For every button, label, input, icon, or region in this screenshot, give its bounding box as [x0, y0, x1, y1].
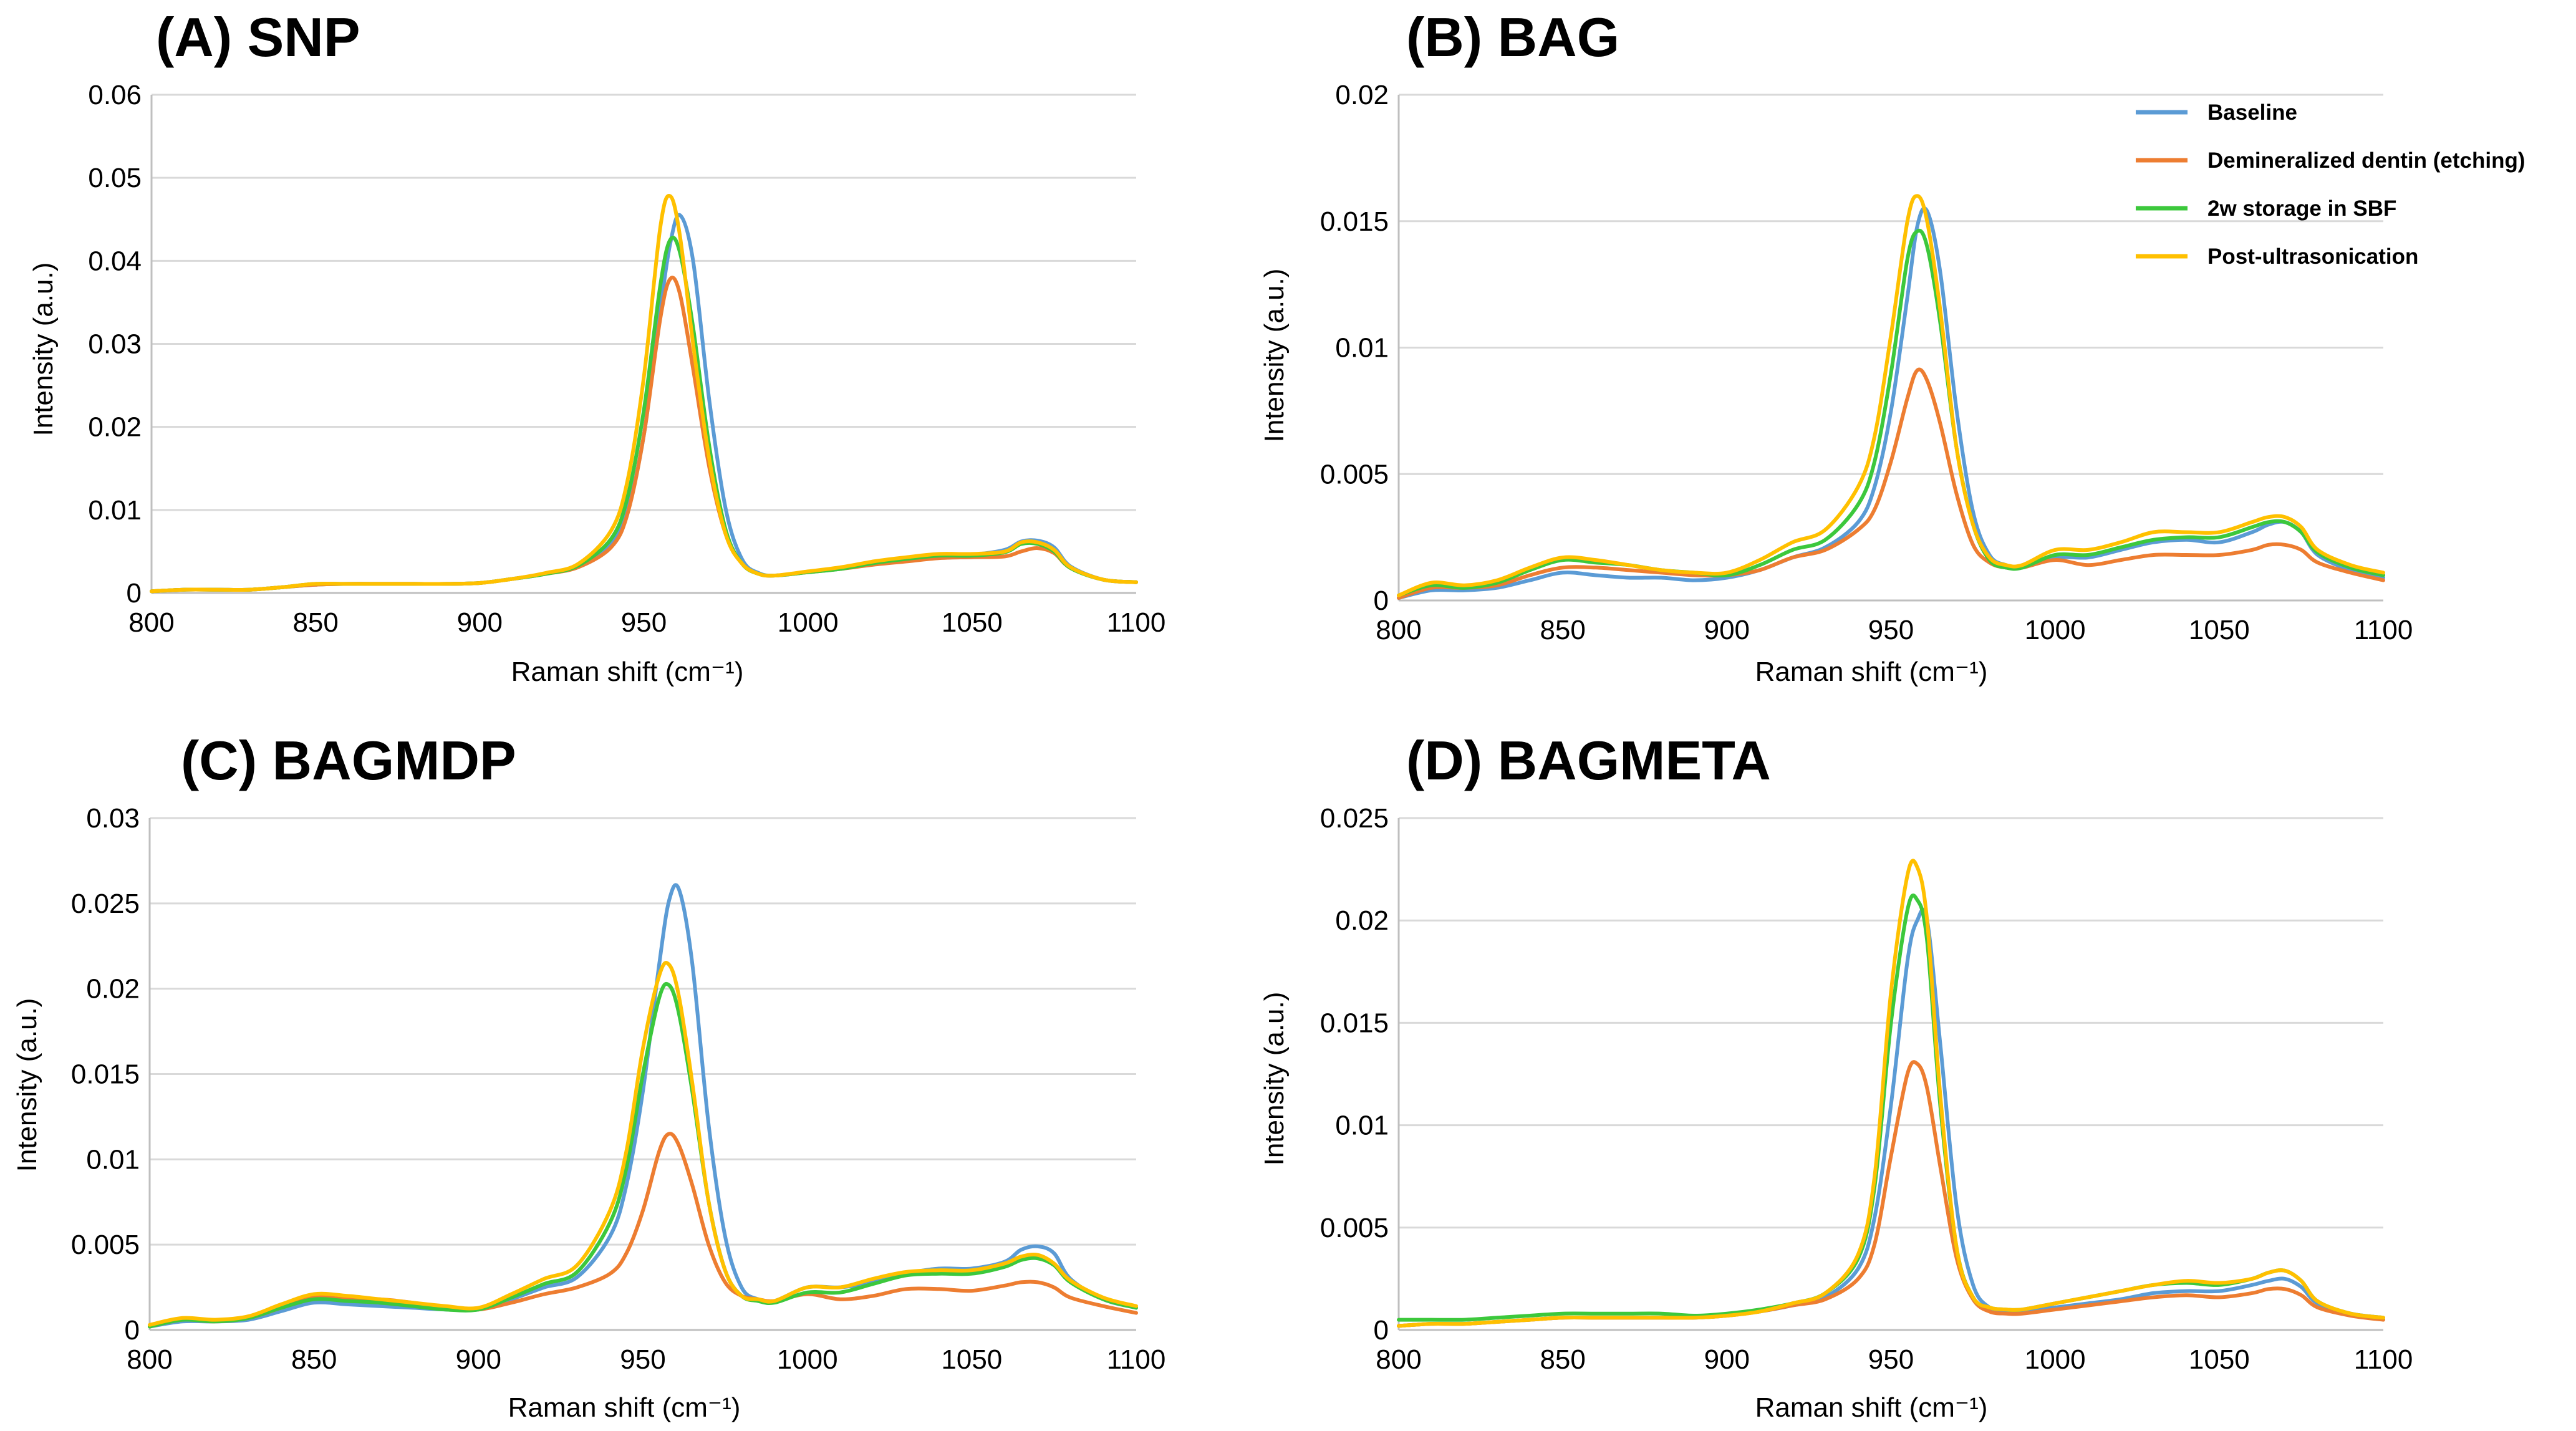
tick-labels: 0 0.005 0.01 0.015 0.02 800 850 900 950 1000 1050 1… — [1320, 80, 2413, 645]
legend: Baseline Demineralized dentin (etching) 2w… — [2136, 100, 2525, 269]
tick-labels: 0 0.005 0.01 0.015 0.02 0.025 800 850 900 950 1000… — [1320, 803, 2413, 1375]
x-tick-label: 1100 — [1107, 607, 1166, 638]
x-tick-label: 850 — [292, 607, 338, 638]
x-tick-label: 1000 — [778, 607, 839, 638]
tick-labels: 0 0.01 0.02 0.03 0.04 0.05 0.06 800 850 900 950 100… — [88, 80, 1165, 638]
y-tick-label: 0.01 — [1335, 1111, 1389, 1141]
chart-panel-bagmeta: (D) BAGMETA 0 0.005 0.01 0.015 0.02 0.025 800 8… — [1259, 730, 2413, 1423]
y-tick-label: 0.02 — [1335, 80, 1389, 110]
y-tick-label: 0.05 — [88, 163, 142, 193]
x-tick-label: 900 — [1704, 1344, 1750, 1375]
series-group — [1397, 859, 2385, 1328]
y-tick-label: 0.025 — [1320, 803, 1389, 834]
x-tick-label: 900 — [456, 1344, 501, 1375]
axes — [1397, 95, 2383, 602]
series-line-demineralized — [1397, 367, 2385, 600]
axes — [148, 818, 1136, 1331]
y-tick-label: 0.005 — [71, 1230, 140, 1260]
series-line-ultrasonication — [1397, 859, 2385, 1328]
y-tick-label: 0.02 — [88, 412, 142, 443]
x-tick-label: 950 — [1868, 1344, 1914, 1375]
x-tick-label: 850 — [1540, 615, 1585, 645]
x-axis-label: Raman shift (cm⁻¹) — [508, 1392, 741, 1423]
x-tick-label: 800 — [1376, 1344, 1421, 1375]
series-group — [1397, 194, 2385, 600]
series-line-ultrasonication — [148, 961, 1138, 1327]
x-axis-label: Raman shift (cm⁻¹) — [1755, 657, 1988, 687]
y-tick-label: 0 — [1374, 1315, 1389, 1346]
chart-panel-bag: (B) BAG 0 0.005 0.01 0.015 0.02 800 850 900 950 1… — [1259, 6, 2525, 687]
gridlines — [150, 817, 1136, 1246]
series-group — [148, 883, 1138, 1329]
x-tick-label: 850 — [291, 1344, 337, 1375]
y-tick-label: 0.04 — [88, 246, 142, 276]
x-axis-label: Raman shift (cm⁻¹) — [511, 657, 744, 687]
series-line-sbf — [148, 981, 1138, 1329]
x-tick-label: 800 — [127, 1344, 172, 1375]
axes — [1397, 818, 2383, 1331]
legend-label: Post-ultrasonication — [2207, 244, 2418, 269]
y-tick-label: 0.015 — [1320, 1008, 1389, 1038]
x-tick-label: 900 — [457, 607, 503, 638]
series-line-baseline — [1397, 206, 2385, 600]
x-tick-label: 950 — [621, 607, 667, 638]
x-tick-label: 1050 — [942, 607, 1003, 638]
x-tick-label: 800 — [1376, 615, 1421, 645]
y-tick-label: 0.06 — [88, 80, 142, 110]
legend-label: Demineralized dentin (etching) — [2207, 148, 2525, 173]
x-tick-label: 1050 — [2189, 615, 2250, 645]
y-tick-label: 0 — [127, 578, 142, 609]
y-tick-label: 0.02 — [1335, 905, 1389, 936]
y-tick-label: 0.02 — [86, 974, 140, 1005]
series-line-ultrasonication — [1397, 194, 2385, 597]
y-tick-label: 0 — [125, 1315, 140, 1346]
x-tick-label: 1000 — [2025, 1344, 2086, 1375]
x-tick-label: 1000 — [777, 1344, 838, 1375]
legend-label: 2w storage in SBF — [2207, 196, 2396, 221]
y-axis-label: Intensity (a.u.) — [1259, 269, 1290, 443]
chart-panel-bagmdp: (C) BAGMDP 0 0.005 0.01 0.015 0.02 0.025 0.03 8… — [12, 730, 1165, 1423]
y-tick-label: 0.015 — [1320, 206, 1389, 237]
y-tick-label: 0.01 — [88, 495, 142, 526]
y-tick-label: 0 — [1374, 585, 1389, 616]
y-axis-label: Intensity (a.u.) — [1259, 992, 1290, 1166]
y-axis-label: Intensity (a.u.) — [12, 998, 42, 1172]
y-tick-label: 0.005 — [1320, 459, 1389, 489]
y-tick-label: 0.01 — [86, 1144, 140, 1175]
x-axis-label: Raman shift (cm⁻¹) — [1755, 1392, 1988, 1423]
tick-labels: 0 0.005 0.01 0.015 0.02 0.025 0.03 800 850 900 950… — [71, 803, 1165, 1375]
x-tick-label: 1050 — [941, 1344, 1002, 1375]
x-tick-label: 950 — [1868, 615, 1914, 645]
chart-panel-snp: (A) SNP 0 0.01 0.02 0.03 0.04 0.05 0.06 800 850 9… — [28, 6, 1165, 687]
series-line-ultrasonication — [150, 194, 1138, 594]
axes — [150, 95, 1136, 594]
chart-title: (A) SNP — [156, 6, 360, 68]
y-axis-label: Intensity (a.u.) — [28, 263, 59, 436]
chart-title: (D) BAGMETA — [1406, 730, 1771, 791]
chart-title: (C) BAGMDP — [181, 730, 516, 791]
x-tick-label: 1000 — [2025, 615, 2086, 645]
y-tick-label: 0.015 — [71, 1059, 140, 1090]
x-tick-label: 800 — [128, 607, 174, 638]
y-tick-label: 0.005 — [1320, 1213, 1389, 1243]
x-tick-label: 1100 — [1107, 1344, 1166, 1375]
y-tick-label: 0.03 — [86, 803, 140, 834]
gridlines — [1399, 94, 2383, 475]
x-tick-label: 1100 — [2354, 615, 2413, 645]
y-tick-label: 0.03 — [88, 329, 142, 360]
y-tick-label: 0.025 — [71, 889, 140, 919]
chart-title: (B) BAG — [1406, 6, 1619, 68]
legend-label: Baseline — [2207, 100, 2297, 125]
y-tick-label: 0.01 — [1335, 333, 1389, 364]
series-group — [150, 194, 1138, 594]
x-tick-label: 1100 — [2354, 1344, 2413, 1375]
x-tick-label: 850 — [1540, 1344, 1585, 1375]
x-tick-label: 900 — [1704, 615, 1750, 645]
x-tick-label: 950 — [620, 1344, 665, 1375]
x-tick-label: 1050 — [2189, 1344, 2250, 1375]
series-line-demineralized — [148, 1132, 1138, 1329]
